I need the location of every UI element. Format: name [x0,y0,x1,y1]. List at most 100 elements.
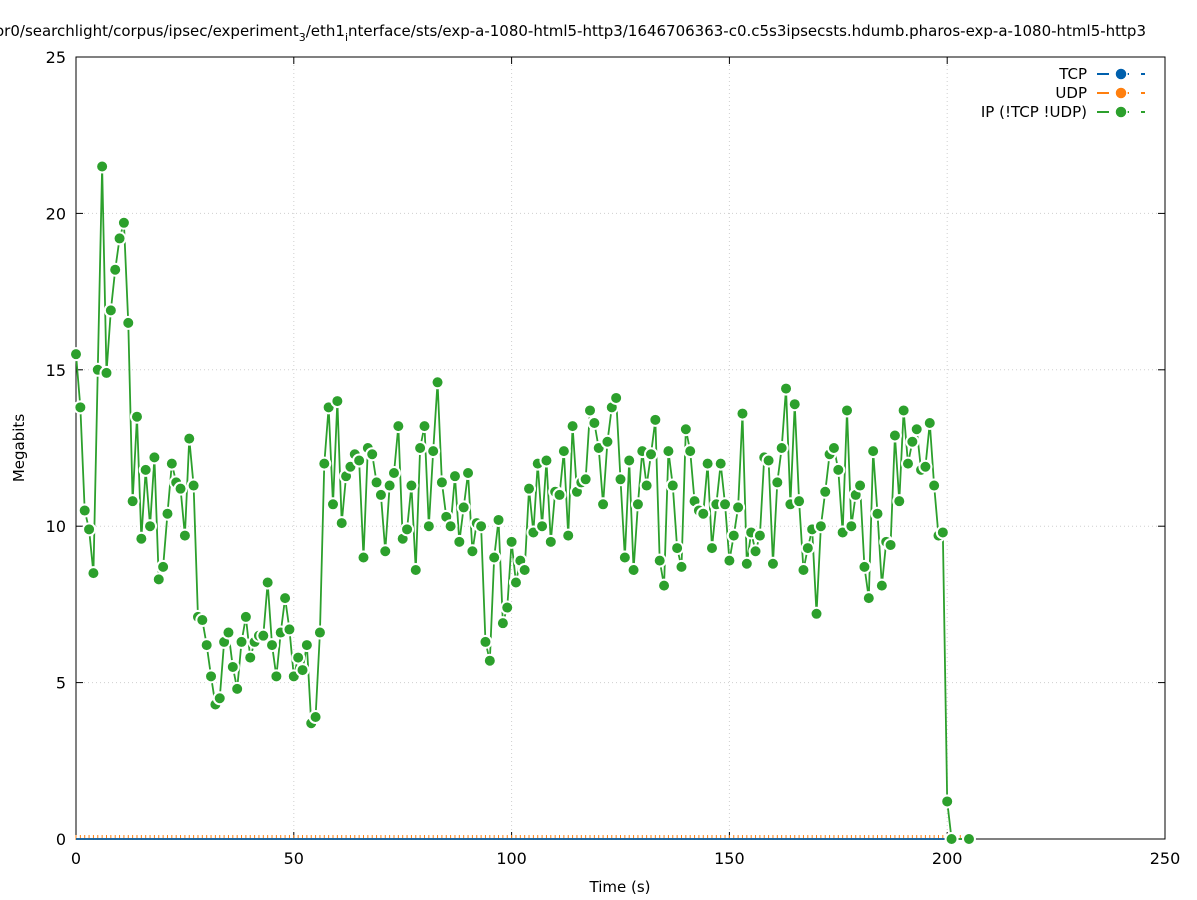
data-point [225,659,240,674]
data-point [138,462,153,477]
data-point [129,409,144,424]
data-point [840,403,855,418]
series-ip-tcp-udp [69,159,976,846]
data-point [404,478,419,493]
series-layer [69,159,976,846]
data-point [761,453,776,468]
data-point [961,832,976,846]
data-point [900,456,915,471]
data-point [186,478,201,493]
data-point [116,215,131,230]
data-point [774,441,789,455]
data-point [861,591,876,606]
data-point [182,431,197,446]
y-tick-label: 20 [46,204,66,223]
data-point [291,650,306,665]
title-suffix: nterface/sts/exp-a-1080-html5-http3/1646… [348,22,1146,40]
data-point [796,562,811,577]
data-point [713,456,728,471]
data-point [748,544,763,559]
data-point [539,453,554,468]
legend-item-tcp: TCP [1058,65,1145,83]
y-axis-title: Megabits [10,414,28,482]
data-point [866,444,881,459]
data-point [108,262,123,277]
data-point [112,231,127,246]
data-point [887,428,902,443]
data-point [474,519,489,534]
data-point [905,434,920,449]
data-point [831,462,846,477]
data-point [265,638,280,653]
x-tick-label: 200 [932,849,963,868]
data-point [596,497,611,512]
data-point [299,638,314,653]
data-point [204,669,219,684]
data-point [461,466,476,481]
data-point [95,159,110,174]
data-point [495,616,510,631]
legend-marker [1114,67,1128,81]
y-tick-label: 10 [46,517,66,536]
data-point [630,497,645,512]
axis-ticks: 0 50 100 150 200 250 0 5 10 15 20 25 [46,48,1181,868]
data-point [818,484,833,499]
data-point [739,556,754,571]
data-point [944,832,959,846]
grid [76,57,1165,839]
data-point [143,519,158,534]
data-point [86,566,101,581]
data-point [853,478,868,493]
data-point [683,444,698,459]
data-point [561,528,576,543]
data-point [670,541,685,556]
data-point [238,609,253,624]
data-point [99,365,114,380]
data-point [400,522,415,537]
data-point [543,534,558,549]
data-point [365,447,380,462]
data-point [735,406,750,421]
data-point [465,544,480,559]
data-point [487,550,502,565]
data-point [674,559,689,574]
data-point [434,475,449,490]
data-point [352,453,367,468]
data-point [940,794,955,809]
legend-label: UDP [1055,84,1087,102]
data-point [234,634,249,649]
data-point [500,600,515,615]
data-point [622,453,637,468]
data-point [765,556,780,571]
data-point [587,415,602,430]
data-point [308,710,323,725]
data-point [482,653,497,668]
data-point [243,650,258,665]
y-tick-label: 25 [46,48,66,67]
data-point [508,575,523,590]
data-point [726,528,741,543]
data-point [626,562,641,577]
data-point [648,412,663,427]
data-point [661,444,676,459]
legend-marker [1114,105,1128,119]
data-point [565,419,580,434]
data-point [870,506,885,521]
data-point [826,441,841,455]
title-sub-1: 3 [299,31,306,44]
x-tick-label: 150 [714,849,745,868]
data-point [522,481,537,496]
data-point [295,663,310,678]
data-point [221,625,236,640]
data-point [121,315,136,330]
data-point [787,397,802,412]
data-point [421,519,436,534]
x-tick-label: 250 [1150,849,1181,868]
data-point [613,472,628,487]
data-point [173,481,188,496]
data-point [282,622,297,637]
data-point [813,519,828,534]
x-tick-label: 50 [284,849,304,868]
data-point [779,381,794,396]
data-point [312,625,327,640]
